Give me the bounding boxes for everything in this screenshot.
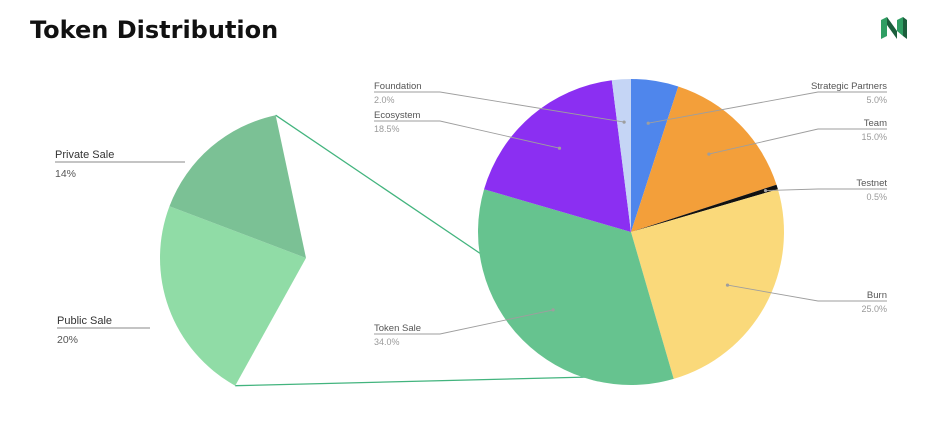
leader-line-ecosystem — [374, 120, 560, 149]
pie-slice-tokensale — [478, 189, 674, 385]
slice-label-strategic: Strategic Partners — [811, 81, 887, 92]
leader-dot-ecosystem — [557, 146, 562, 150]
pie-slice-team — [631, 86, 777, 233]
leader-line-strategic — [648, 91, 887, 124]
leader-line-foundation — [374, 91, 625, 123]
slice-label-team: Team — [864, 118, 887, 129]
pie-slice-testnet — [631, 184, 778, 232]
slice-value-team: 15.0% — [861, 132, 887, 142]
leader-dot-burn — [725, 283, 730, 287]
breakdown-label-private: Private Sale — [55, 149, 114, 161]
slice-label-tokensale: Token Sale — [374, 323, 421, 334]
slice-label-burn: Burn — [867, 290, 887, 301]
connector-line-bottom — [235, 376, 591, 387]
pie-slice-ecosystem — [484, 80, 631, 233]
brand-logo-icon — [881, 17, 907, 39]
slice-label-foundation: Foundation — [374, 81, 422, 92]
leader-dot-tokensale — [551, 308, 555, 312]
breakdown-slice-public — [159, 206, 306, 386]
slice-value-strategic: 5.0% — [866, 95, 887, 105]
leader-line-testnet — [765, 188, 887, 192]
slice-label-ecosystem: Ecosystem — [374, 110, 421, 121]
leader-line-burn — [727, 284, 887, 302]
leader-dot-team — [707, 152, 711, 156]
slice-value-burn: 25.0% — [861, 304, 887, 314]
pie-slice-burn — [631, 189, 784, 379]
pie-slice-foundation — [611, 79, 631, 232]
breakdown-label-public: Public Sale — [57, 315, 112, 327]
page-title: Token Distribution — [30, 16, 279, 44]
leader-dot-testnet — [763, 189, 768, 193]
connector-line-top — [275, 114, 482, 255]
slice-value-testnet: 0.5% — [866, 192, 887, 202]
leader-dot-strategic — [646, 121, 650, 125]
slice-value-ecosystem: 18.5% — [374, 124, 400, 134]
slice-value-foundation: 2.0% — [374, 95, 395, 105]
pie-slice-strategic — [631, 79, 679, 232]
leader-dot-foundation — [622, 120, 626, 124]
breakdown-value-public: 20% — [57, 334, 78, 346]
slice-value-tokensale: 34.0% — [374, 337, 400, 347]
slice-label-testnet: Testnet — [856, 178, 887, 189]
leader-line-tokensale — [374, 309, 554, 335]
breakdown-slice-private — [169, 115, 306, 258]
breakdown-value-private: 14% — [55, 168, 76, 180]
leader-line-team — [708, 128, 887, 155]
